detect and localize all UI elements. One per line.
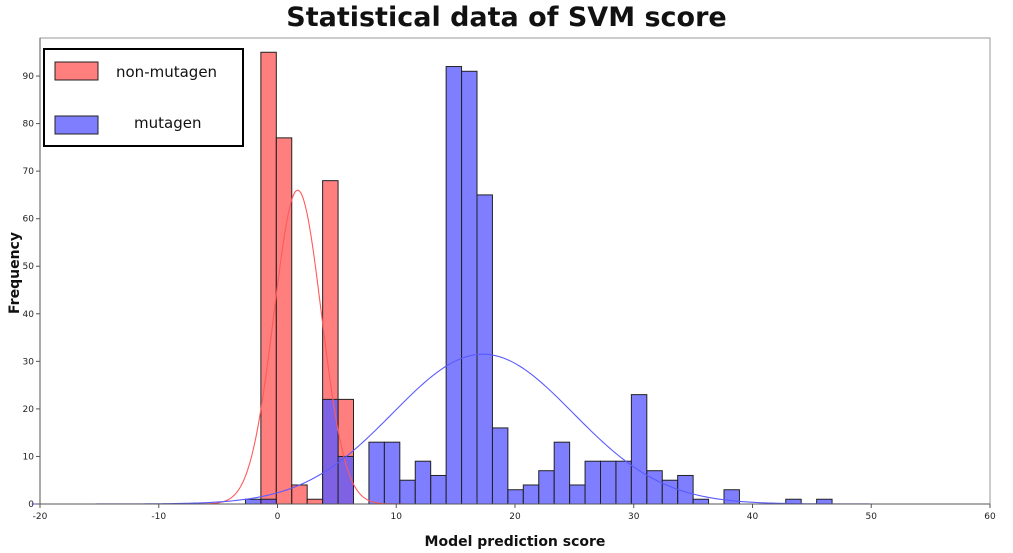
bar-mutagen-5 xyxy=(383,441,401,505)
bar-mutagen-13 xyxy=(507,489,524,505)
bar-mutagen-18 xyxy=(584,460,601,505)
x-tick-label: 40 xyxy=(747,512,759,522)
x-tick-label: -10 xyxy=(151,512,166,522)
bar-mutagen-6 xyxy=(399,479,416,505)
bar-non-mutagen-1 xyxy=(275,137,293,505)
bar-mutagen-15 xyxy=(538,470,555,505)
y-tick-label: 20 xyxy=(23,405,35,415)
bar-mutagen-26 xyxy=(723,489,740,505)
bars-layer xyxy=(244,51,833,505)
y-tick-label: 90 xyxy=(23,72,35,82)
y-tick-label: 60 xyxy=(23,215,35,225)
bar-mutagen-0 xyxy=(244,498,262,505)
x-axis-label: Model prediction score xyxy=(424,534,606,550)
bar-mutagen-16 xyxy=(553,441,571,505)
bar-mutagen-19 xyxy=(600,460,617,505)
bar-mutagen-25 xyxy=(692,498,710,505)
bar-mutagen-17 xyxy=(569,484,586,505)
legend-swatch-mutagen xyxy=(54,115,99,135)
axes-layer: -20 -10 0 10 20 30 40 50 60 0 10 20 30 40 50 60 70 80 90 xyxy=(23,38,996,522)
bar-mutagen-14 xyxy=(522,484,540,505)
bar-mutagen-21 xyxy=(630,394,648,505)
bar-mutagen-28 xyxy=(816,498,833,505)
chart-title: Statistical data of SVM score xyxy=(286,2,727,33)
bar-mutagen-20 xyxy=(615,460,632,505)
fit-curve-non-mutagen xyxy=(178,189,417,505)
fit-curves-layer xyxy=(31,189,935,505)
bar-mutagen-9 xyxy=(445,66,463,505)
x-tick-label: 10 xyxy=(391,512,403,522)
legend-label-non-mutagen: non-mutagen xyxy=(116,63,217,81)
x-tick-label: 0 xyxy=(275,512,281,522)
bar-mutagen-7 xyxy=(414,460,432,505)
y-tick-label: 30 xyxy=(23,357,35,367)
bar-mutagen-22 xyxy=(646,470,663,505)
bar-non-mutagen-3 xyxy=(306,498,324,505)
bar-mutagen-8 xyxy=(430,474,447,505)
y-tick-label: 0 xyxy=(28,500,34,510)
x-tick-label: 20 xyxy=(509,512,521,522)
y-tick-label: 10 xyxy=(23,452,35,462)
x-tick-label: 60 xyxy=(984,512,996,522)
x-tick-label: 30 xyxy=(628,512,640,522)
bar-mutagen-4 xyxy=(368,441,385,505)
y-tick-label: 40 xyxy=(23,310,35,320)
legend: non-mutagen mutagen xyxy=(43,48,244,147)
bar-mutagen-12 xyxy=(491,427,509,505)
bar-non-mutagen-2 xyxy=(291,484,308,505)
y-tick-label: 50 xyxy=(23,262,35,272)
bar-non-mutagen-0 xyxy=(260,51,277,505)
bar-mutagen-10 xyxy=(461,70,478,505)
bar-mutagen-1 xyxy=(260,498,277,505)
y-tick-label: 80 xyxy=(23,120,35,130)
fit-curve-mutagen xyxy=(31,353,935,505)
x-tick-label: 50 xyxy=(866,512,878,522)
legend-label-mutagen: mutagen xyxy=(134,114,201,132)
x-tick-label: -20 xyxy=(33,512,48,522)
bar-mutagen-11 xyxy=(476,194,493,505)
y-tick-label: 70 xyxy=(23,167,35,177)
legend-swatch-non-mutagen xyxy=(54,61,99,81)
